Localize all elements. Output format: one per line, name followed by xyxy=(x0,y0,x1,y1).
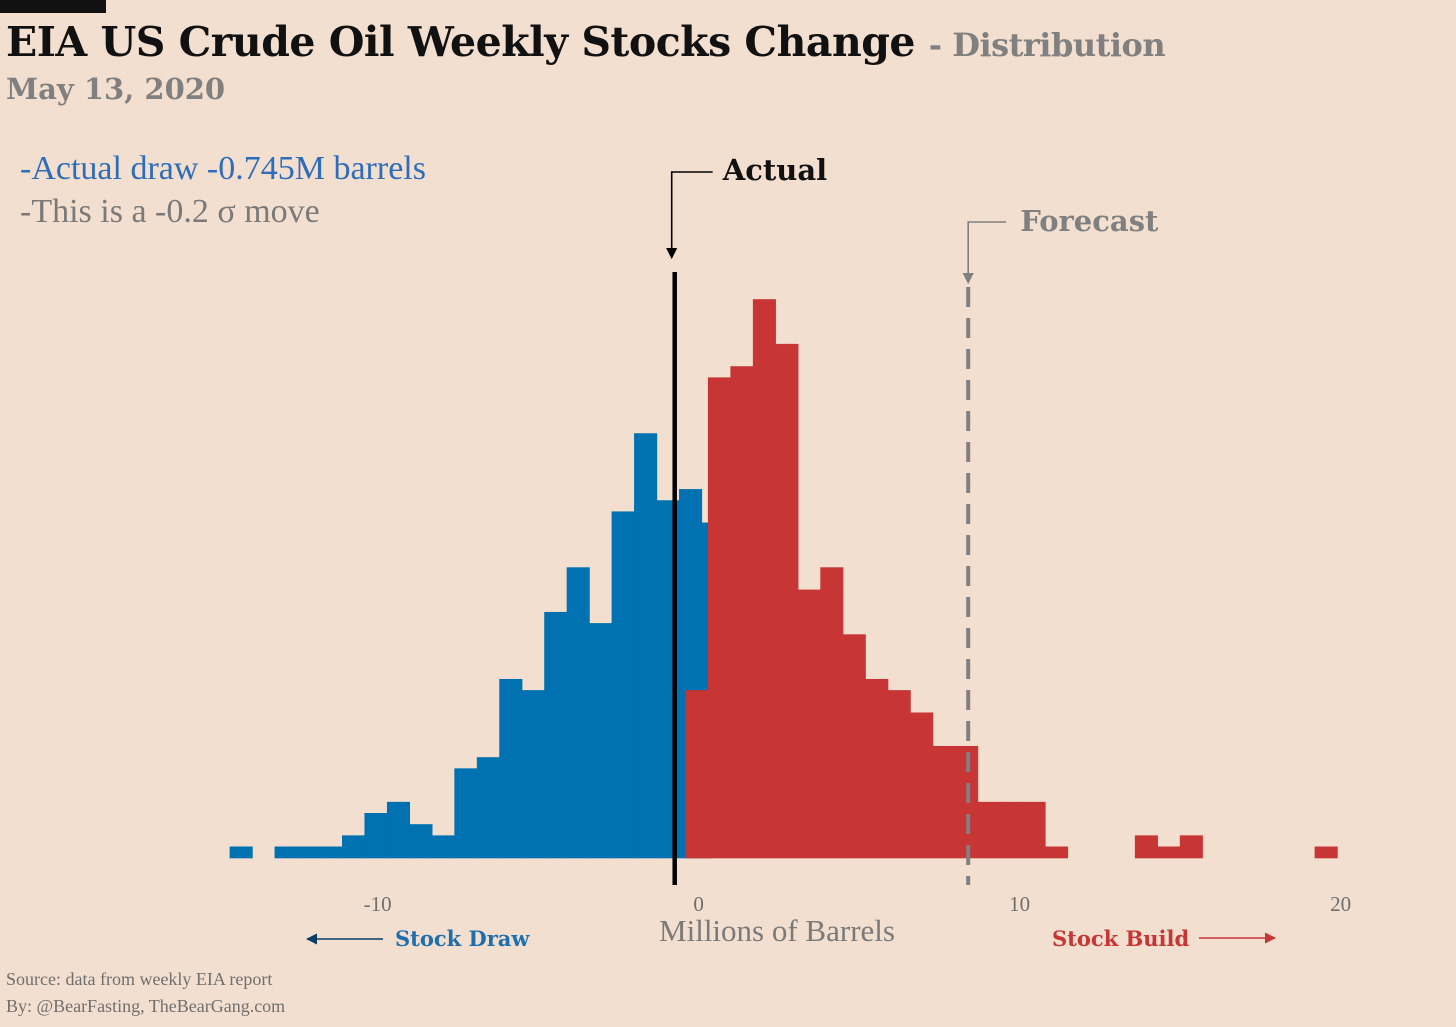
build-bar xyxy=(932,745,956,859)
stock-draw-label: Stock Draw xyxy=(395,926,530,951)
build-bar xyxy=(1314,846,1338,859)
draw-bar xyxy=(634,433,658,859)
build-bar xyxy=(1000,801,1024,859)
source-note: Source: data from weekly EIA report xyxy=(6,969,273,989)
draw-bar xyxy=(566,567,590,859)
draw-bar xyxy=(476,757,500,859)
build-bar xyxy=(685,690,709,859)
draw-bar xyxy=(521,690,545,859)
actual-draw-note: -Actual draw -0.745M barrels xyxy=(20,150,426,187)
build-bar xyxy=(977,801,1001,859)
title-main: EIA US Crude Oil Weekly Stocks Change xyxy=(6,18,916,66)
x-tick-label: -10 xyxy=(364,892,392,916)
x-tick-label: 10 xyxy=(1009,892,1030,916)
build-bar xyxy=(1134,835,1158,859)
actual-pointer-arrow xyxy=(666,171,713,260)
build-bar xyxy=(842,634,866,859)
title-suffix: - Distribution xyxy=(928,26,1166,64)
build-bar xyxy=(910,712,934,859)
build-bar xyxy=(752,299,776,859)
stock-build-label: Stock Build xyxy=(1052,926,1189,951)
build-bar xyxy=(1157,846,1181,859)
draw-bar xyxy=(274,846,298,859)
draw-bar xyxy=(341,835,366,859)
sigma-move-note: -This is a -0.2 σ move xyxy=(20,193,320,230)
forecast-label: Forecast xyxy=(1020,204,1159,238)
build-bar xyxy=(865,678,889,859)
draw-bars xyxy=(229,433,712,859)
build-bar xyxy=(1044,846,1069,859)
draw-bar xyxy=(297,846,321,859)
build-bar xyxy=(1022,801,1046,859)
build-bar xyxy=(730,366,754,859)
x-axis-label: Millions of Barrels xyxy=(659,913,895,948)
draw-bar xyxy=(544,611,568,859)
top-accent-bar xyxy=(0,0,106,13)
draw-bar xyxy=(319,846,343,859)
x-tick-label: 20 xyxy=(1330,892,1351,916)
draw-bar xyxy=(589,623,613,859)
build-bar xyxy=(1179,835,1203,859)
draw-bar xyxy=(611,511,635,859)
x-tick-label: 0 xyxy=(693,892,704,916)
build-bar xyxy=(820,567,844,859)
actual-label: Actual xyxy=(722,153,827,187)
draw-bar xyxy=(229,846,253,859)
x-axis-ticks: -10 0 10 20 xyxy=(364,892,1351,916)
draw-bar xyxy=(364,813,388,859)
build-bar xyxy=(775,343,799,859)
draw-bar xyxy=(386,801,411,859)
chart-date: May 13, 2020 xyxy=(6,72,226,106)
draw-bar xyxy=(409,824,433,859)
chart-title: EIA US Crude Oil Weekly Stocks Change - … xyxy=(6,18,1166,66)
build-bars xyxy=(685,299,1338,859)
forecast-pointer-arrow xyxy=(962,221,1007,285)
draw-bar xyxy=(499,678,523,859)
draw-bar xyxy=(454,768,478,859)
build-bar xyxy=(707,377,731,859)
draw-bar xyxy=(431,835,455,859)
build-bar xyxy=(797,589,821,859)
byline: By: @BearFasting, TheBearGang.com xyxy=(6,996,286,1016)
build-bar xyxy=(887,690,911,859)
